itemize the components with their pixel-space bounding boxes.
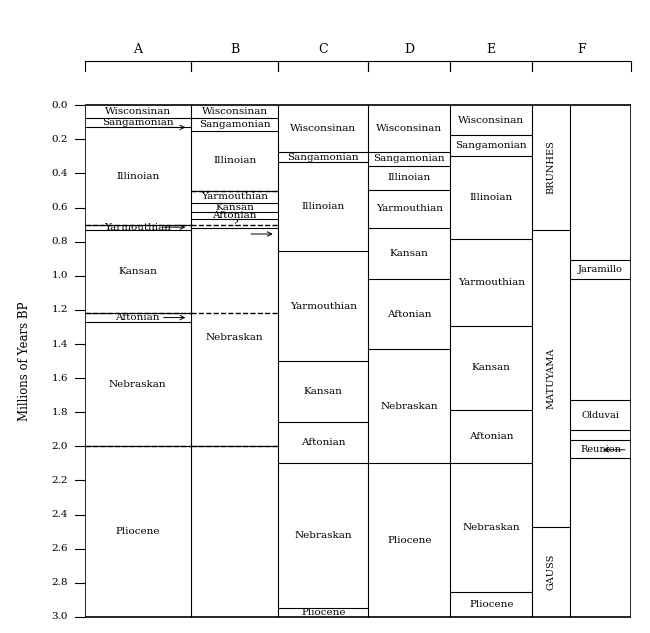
Text: 2.6: 2.6 [51,544,68,553]
Text: Yarmouthian: Yarmouthian [201,192,268,201]
Text: 0.6: 0.6 [51,203,68,212]
Text: Kansan: Kansan [304,387,343,396]
Text: Jaramillo: Jaramillo [578,265,623,274]
Text: Sangamonian: Sangamonian [374,154,445,163]
Text: 1.4: 1.4 [51,339,68,349]
Text: Pliocene: Pliocene [116,527,160,536]
Text: Illinoian: Illinoian [388,173,431,182]
Text: Aftonian: Aftonian [469,432,514,441]
Text: BRUNHES: BRUNHES [547,141,556,194]
Text: ?: ? [232,219,237,228]
Text: 1.8: 1.8 [51,408,68,417]
Text: Pliocene: Pliocene [469,600,514,609]
Text: Sangamonian: Sangamonian [102,118,174,127]
Text: Aftonian: Aftonian [116,313,160,322]
Text: 3.0: 3.0 [51,613,68,622]
Text: Nebraskan: Nebraskan [206,333,263,342]
Text: Yarmouthian: Yarmouthian [104,223,171,232]
Text: Kansan: Kansan [215,203,254,212]
Text: Aftonian: Aftonian [301,438,346,447]
Text: 2.0: 2.0 [51,442,68,451]
Text: MATUYAMA: MATUYAMA [547,348,556,409]
Text: Nebraskan: Nebraskan [294,532,352,541]
Text: D: D [404,43,415,56]
Text: Nebraskan: Nebraskan [462,523,520,532]
Text: Nebraskan: Nebraskan [109,380,166,389]
Text: Sangamonian: Sangamonian [287,153,359,162]
Text: Wisconsinan: Wisconsinan [105,107,171,116]
Text: E: E [487,43,496,56]
Text: 1.6: 1.6 [51,373,68,382]
Text: Aftonian: Aftonian [213,211,257,220]
Text: Sangamonian: Sangamonian [199,120,270,129]
Text: Wisconsinan: Wisconsinan [458,116,525,125]
Text: 0.8: 0.8 [51,237,68,246]
Text: Kansan: Kansan [390,249,429,258]
Text: GAUSS: GAUSS [547,553,556,590]
Text: Yarmouthian: Yarmouthian [290,301,357,311]
Text: 2.8: 2.8 [51,579,68,587]
Text: Pliocene: Pliocene [387,536,432,544]
Text: Illinoian: Illinoian [116,172,159,180]
Text: 2.2: 2.2 [51,476,68,485]
Text: Illinoian: Illinoian [302,202,345,211]
Text: Illinoian: Illinoian [213,156,256,165]
Text: Pliocene: Pliocene [301,608,346,617]
Text: 1.2: 1.2 [51,305,68,315]
Text: C: C [318,43,328,56]
Text: Wisconsinan: Wisconsinan [202,107,268,116]
Text: 2.4: 2.4 [51,510,68,519]
Text: Wisconsinan: Wisconsinan [376,124,443,133]
Text: B: B [230,43,239,56]
Text: Yarmouthian: Yarmouthian [458,278,525,287]
Text: Aftonian: Aftonian [387,310,432,318]
Text: Millions of Years BP: Millions of Years BP [18,301,31,421]
Text: Nebraskan: Nebraskan [380,402,438,411]
Text: Yarmouthian: Yarmouthian [376,204,443,213]
Text: F: F [577,43,586,56]
Text: Sangamonian: Sangamonian [456,141,527,150]
Text: Wisconsinan: Wisconsinan [291,124,356,133]
Text: 0.2: 0.2 [51,135,68,144]
Text: 1.0: 1.0 [51,272,68,280]
Text: 0.0: 0.0 [51,101,68,110]
Text: Kansan: Kansan [472,363,511,372]
Text: A: A [133,43,142,56]
Text: 0.4: 0.4 [51,169,68,178]
Text: Reunion: Reunion [580,445,621,454]
Text: Olduvai: Olduvai [582,411,619,420]
Text: Kansan: Kansan [118,267,157,276]
Text: Illinoian: Illinoian [470,193,513,202]
